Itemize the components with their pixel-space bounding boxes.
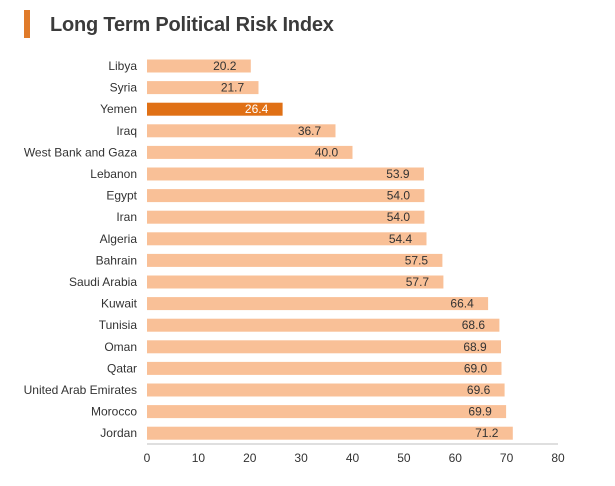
value-label-bahrain: 57.5	[405, 253, 429, 267]
value-label-lebanon: 53.9	[386, 167, 410, 181]
value-label-qatar: 69.0	[464, 361, 488, 375]
category-label-egypt: Egypt	[106, 189, 137, 203]
bar-kuwait	[147, 297, 489, 311]
value-label-oman: 68.9	[463, 340, 487, 354]
category-label-saudi-arabia: Saudi Arabia	[69, 275, 137, 289]
bar-libya	[147, 59, 251, 73]
category-label-oman: Oman	[104, 340, 137, 354]
value-label-libya: 20.2	[213, 59, 237, 73]
bar-jordan	[147, 426, 513, 440]
category-label-kuwait: Kuwait	[101, 297, 138, 311]
bar-algeria	[147, 232, 427, 246]
category-label-lebanon: Lebanon	[90, 167, 137, 181]
category-label-morocco: Morocco	[91, 405, 137, 419]
chart-title: Long Term Political Risk Index	[50, 14, 334, 36]
x-tick-label-30: 30	[294, 451, 308, 465]
value-label-tunisia: 68.6	[462, 318, 486, 332]
bar-west-bank-and-gaza	[147, 145, 353, 159]
value-label-iran: 54.0	[387, 210, 411, 224]
x-tick-label-80: 80	[551, 451, 565, 465]
value-label-morocco: 69.9	[468, 405, 492, 419]
x-tick-labels-group: 0 10 20 30 40 50 60 70 80	[144, 451, 565, 465]
value-label-west-bank-and-gaza: 40.0	[315, 145, 339, 159]
category-label-iran: Iran	[116, 210, 137, 224]
bar-tunisia	[147, 318, 500, 332]
value-label-saudi-arabia: 57.7	[406, 275, 430, 289]
x-tick-label-60: 60	[449, 451, 463, 465]
value-label-yemen: 26.4	[245, 102, 269, 116]
bar-bahrain	[147, 253, 443, 267]
category-label-yemen: Yemen	[100, 102, 137, 116]
title-accent-bar	[24, 10, 30, 38]
x-tick-label-50: 50	[397, 451, 411, 465]
category-label-united-arab-emirates: United Arab Emirates	[24, 383, 137, 397]
value-label-iraq: 36.7	[298, 124, 322, 138]
category-label-qatar: Qatar	[107, 361, 137, 375]
bar-united-arab-emirates	[147, 383, 505, 397]
bar-oman	[147, 340, 501, 354]
bar-morocco	[147, 405, 507, 419]
x-tick-label-70: 70	[500, 451, 514, 465]
bar-qatar	[147, 361, 502, 375]
value-label-egypt: 54.0	[387, 189, 411, 203]
bar-iraq	[147, 124, 336, 138]
bar-syria	[147, 81, 259, 95]
category-label-west-bank-and-gaza: West Bank and Gaza	[24, 145, 138, 159]
value-label-united-arab-emirates: 69.6	[467, 383, 491, 397]
x-tick-label-40: 40	[346, 451, 360, 465]
bars-group	[147, 59, 513, 440]
x-tick-label-20: 20	[243, 451, 257, 465]
value-label-syria: 21.7	[221, 81, 245, 95]
value-label-algeria: 54.4	[389, 232, 413, 246]
category-label-algeria: Algeria	[100, 232, 138, 246]
category-labels-group: Libya Syria Yemen Iraq West Bank and Gaza Leb…	[24, 59, 138, 440]
x-tick-label-10: 10	[192, 451, 206, 465]
value-label-jordan: 71.2	[475, 426, 499, 440]
bar-iran	[147, 210, 425, 224]
category-label-bahrain: Bahrain	[96, 253, 137, 267]
category-label-jordan: Jordan	[100, 426, 137, 440]
value-labels-group: 20.2 21.726.4 36.7 40.0 53.9 54.0 54.0 54.4 57.5…	[213, 59, 499, 440]
category-label-iraq: Iraq	[116, 124, 137, 138]
category-label-libya: Libya	[108, 59, 137, 73]
category-label-tunisia: Tunisia	[99, 318, 138, 332]
bar-lebanon	[147, 167, 424, 181]
x-tick-label-0: 0	[144, 451, 151, 465]
bar-saudi-arabia	[147, 275, 444, 289]
bar-yemen	[147, 102, 283, 116]
bar-egypt	[147, 189, 425, 203]
value-label-kuwait: 66.4	[450, 297, 474, 311]
category-label-syria: Syria	[110, 81, 138, 95]
